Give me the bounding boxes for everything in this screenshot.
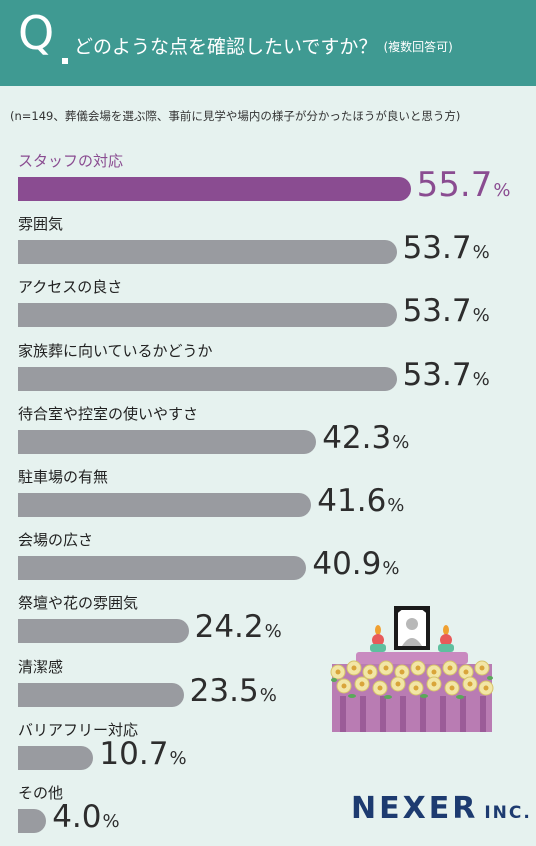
chart-subtitle: (n=149、葬儀会場を選ぶ際、事前に見学や場内の様子が分かったほうが良いと思う… — [10, 109, 461, 123]
chart-row: 家族葬に向いているかどうか 53.7% — [0, 340, 536, 404]
value-number: 4.0 — [52, 799, 102, 835]
logo-main: NEXER — [351, 791, 479, 826]
percent-sign: % — [169, 747, 187, 769]
value-label: 23.5% — [189, 672, 277, 709]
percent-sign: % — [382, 558, 400, 580]
value-number: 53.7 — [402, 230, 472, 267]
funeral-altar-illustration — [330, 606, 494, 732]
bar — [18, 556, 307, 581]
logo-suffix: INC. — [484, 803, 532, 823]
category-label: 清潔感 — [18, 657, 64, 676]
value-label: 55.7% — [417, 168, 511, 202]
bar — [18, 177, 411, 201]
value-label: 10.7% — [99, 735, 187, 772]
question-title: どのような点を確認したいですか？ (複数回答可) — [74, 32, 453, 59]
value-number: 23.5 — [189, 672, 259, 709]
value-number: 53.7 — [402, 356, 472, 393]
category-label: 雰囲気 — [18, 215, 64, 234]
percent-sign: % — [259, 684, 277, 706]
nexer-logo: NEXER INC. — [351, 794, 532, 824]
chart-row: 駐車場の有無 41.6% — [0, 466, 536, 530]
value-number: 24.2 — [194, 609, 264, 646]
value-number: 53.7 — [402, 293, 472, 330]
category-label: バリアフリー対応 — [18, 720, 139, 739]
value-label: 40.9% — [312, 549, 399, 580]
category-label: 家族葬に向いているかどうか — [18, 341, 213, 360]
bar — [18, 303, 397, 328]
percent-sign: % — [392, 431, 410, 453]
bar — [18, 682, 184, 707]
value-number: 41.6 — [317, 483, 387, 519]
bar — [18, 745, 94, 770]
value-label: 53.7% — [403, 233, 490, 264]
percent-sign: % — [102, 811, 120, 832]
value-label: 4.0% — [52, 802, 119, 833]
chart-row: その他 4.0% — [0, 782, 536, 846]
category-label: 待合室や控室の使いやすさ — [18, 404, 199, 423]
percent-sign: % — [472, 305, 490, 327]
value-label: 53.7% — [403, 296, 490, 327]
category-label: その他 — [18, 784, 64, 802]
chart-row: 会場の広さ 40.9% — [0, 529, 536, 593]
percent-sign: % — [264, 621, 282, 643]
question-text: どのような点を確認したいですか？ — [74, 36, 378, 58]
q-dot — [62, 58, 68, 64]
percent-sign: % — [493, 180, 511, 201]
category-label: スタッフの対応 — [18, 152, 124, 170]
value-number: 55.7 — [416, 165, 493, 205]
bar — [18, 619, 189, 644]
chart-row: バリアフリー対応 10.7% — [0, 719, 536, 783]
chart-row: 待合室や控室の使いやすさ 42.3% — [0, 403, 536, 467]
value-label: 42.3% — [322, 419, 410, 456]
percent-sign: % — [472, 242, 490, 264]
q-letter: Q — [18, 6, 55, 60]
question-note: (複数回答可) — [383, 40, 453, 54]
category-label: 駐車場の有無 — [18, 468, 109, 486]
bar — [18, 429, 317, 454]
percent-sign: % — [472, 368, 490, 390]
value-number: 10.7 — [99, 735, 169, 772]
value-number: 42.3 — [322, 419, 392, 456]
bar — [18, 366, 397, 391]
value-label: 24.2% — [195, 612, 282, 643]
header-banner: Q どのような点を確認したいですか？ (複数回答可) — [0, 0, 536, 86]
category-label: アクセスの良さ — [18, 278, 123, 297]
value-number: 40.9 — [312, 546, 382, 583]
chart-row: 雰囲気 53.7% — [0, 213, 536, 277]
bar — [18, 240, 397, 265]
category-label: 祭壇や花の雰囲気 — [18, 594, 139, 613]
chart-row: アクセスの良さ 53.7% — [0, 276, 536, 340]
chart-row: スタッフの対応 55.7% — [0, 150, 536, 214]
chart-row: 祭壇や花の雰囲気 24.2% — [0, 592, 536, 656]
value-label: 53.7% — [402, 356, 490, 393]
percent-sign: % — [387, 495, 405, 516]
chart-row: 清潔感 23.5% — [0, 656, 536, 720]
category-label: 会場の広さ — [18, 531, 94, 550]
bar — [18, 809, 47, 833]
bar — [18, 493, 312, 517]
value-label: 41.6% — [317, 486, 404, 517]
